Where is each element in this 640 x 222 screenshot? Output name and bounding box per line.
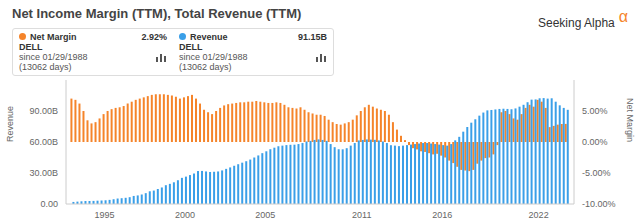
svg-text:2016: 2016: [432, 210, 452, 220]
html-text:Seeking Alpha α: Seeking Alpha α: [538, 8, 628, 30]
svg-text:2011: 2011: [352, 210, 371, 220]
svg-text:90.00B: 90.00B: [29, 106, 58, 116]
html-text:(13062 days): (13062 days): [179, 62, 232, 72]
html-text:Revenue: Revenue: [190, 32, 228, 42]
svg-text:-5.00%: -5.00%: [582, 168, 611, 178]
html-text:DELL: DELL: [179, 42, 203, 52]
svg-text:1995: 1995: [95, 210, 115, 220]
svg-text:2022: 2022: [529, 210, 549, 220]
svg-text:-10.00%: -10.00%: [582, 199, 616, 209]
html-text:91.15B: 91.15B: [298, 32, 327, 42]
html-text:since 01/29/1988: since 01/29/1988: [19, 52, 88, 62]
html-text:Net Income Margin (TTM), Total: Net Income Margin (TTM), Total Revenue (…: [12, 6, 302, 21]
svg-text:Revenue: Revenue: [8, 106, 15, 142]
svg-text:2005: 2005: [255, 210, 275, 220]
svg-text:0.00%: 0.00%: [582, 137, 608, 147]
svg-text:5.00%: 5.00%: [582, 106, 608, 116]
svg-text:30.00B: 30.00B: [29, 168, 58, 178]
html-text:DELL: DELL: [19, 42, 43, 52]
svg-text:Net Margin: Net Margin: [625, 98, 632, 142]
svg-text:60.00B: 60.00B: [29, 137, 58, 147]
html-text:(13062 days): (13062 days): [19, 62, 72, 72]
html-text:2.92%: 2.92%: [141, 32, 167, 42]
html-text:Net Margin: Net Margin: [30, 32, 77, 42]
svg-text:2000: 2000: [175, 210, 195, 220]
svg-text:0.00: 0.00: [40, 199, 58, 209]
html-text:since 01/29/1988: since 01/29/1988: [179, 52, 248, 62]
